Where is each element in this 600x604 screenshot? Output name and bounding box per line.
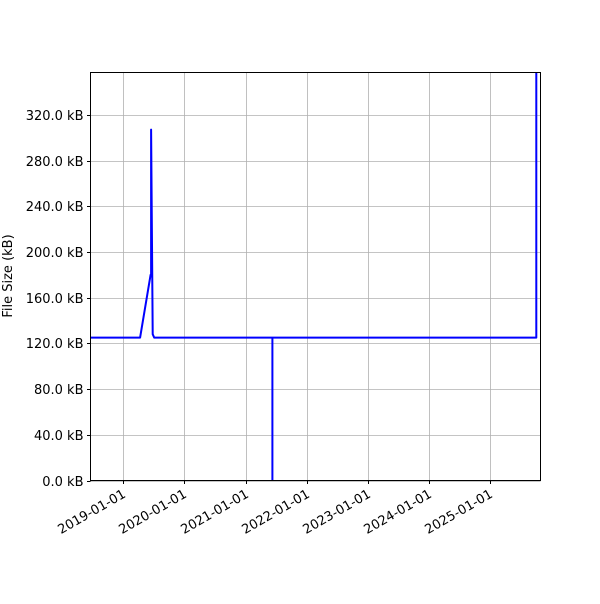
x-tick-label: 2021-01-01 <box>179 487 252 538</box>
x-tick-label: 2022-01-01 <box>240 487 313 538</box>
x-tick-label: 2024-01-01 <box>362 487 435 538</box>
y-tick-label: 120.0 kB <box>26 337 84 352</box>
y-tick-label: 160.0 kB <box>26 292 84 307</box>
y-tick-label: 40.0 kB <box>34 429 84 444</box>
y-tick-label: 320.0 kB <box>26 109 84 124</box>
y-tick-label: 0.0 kB <box>42 475 83 490</box>
x-tick-label: 2019-01-01 <box>56 487 129 538</box>
axis-ticks: 2019-01-012020-01-012021-01-012022-01-01… <box>26 109 496 538</box>
x-tick-label: 2020-01-01 <box>117 487 190 538</box>
y-tick-label: 80.0 kB <box>34 383 84 398</box>
plot-frame <box>90 72 541 481</box>
x-tick-label: 2025-01-01 <box>423 487 496 538</box>
series-line <box>90 72 538 481</box>
series-lines <box>90 72 538 481</box>
y-tick-label: 200.0 kB <box>26 246 84 261</box>
x-tick-label: 2023-01-01 <box>301 487 374 538</box>
y-tick-label: 240.0 kB <box>26 200 84 215</box>
y-axis-label: File Size (kB) <box>1 234 16 317</box>
y-tick-label: 280.0 kB <box>26 155 84 170</box>
grid <box>90 72 541 482</box>
